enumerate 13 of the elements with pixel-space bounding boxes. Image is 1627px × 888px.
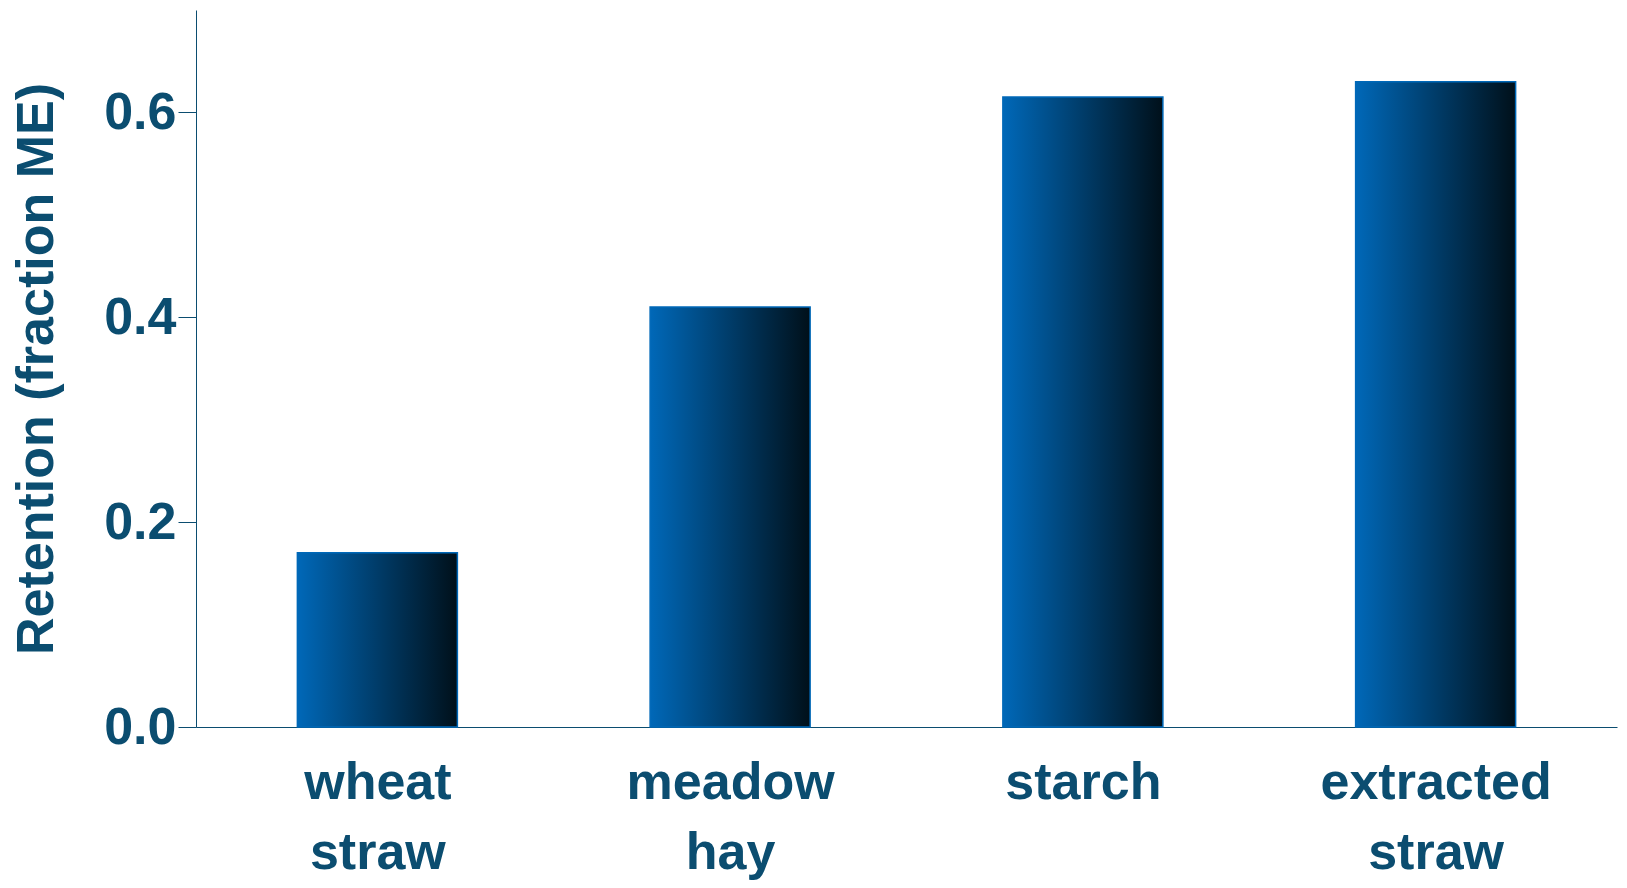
y-axis-title: Retention (fraction ME) <box>6 83 65 655</box>
bar <box>1354 80 1517 728</box>
y-tick-label: 0.0 <box>104 696 177 755</box>
x-tick-label: extracted straw <box>1320 751 1552 880</box>
y-tick-label: 0.6 <box>104 81 177 140</box>
y-tick-label: 0.2 <box>104 491 177 550</box>
y-tick-label: 0.4 <box>104 286 177 345</box>
bar <box>649 306 811 728</box>
bar <box>296 552 459 728</box>
x-tick-label: wheat straw <box>303 751 452 880</box>
x-tick-label: meadow hay <box>626 751 836 880</box>
x-tick-label: starch <box>1005 751 1162 810</box>
bar <box>1002 96 1164 728</box>
